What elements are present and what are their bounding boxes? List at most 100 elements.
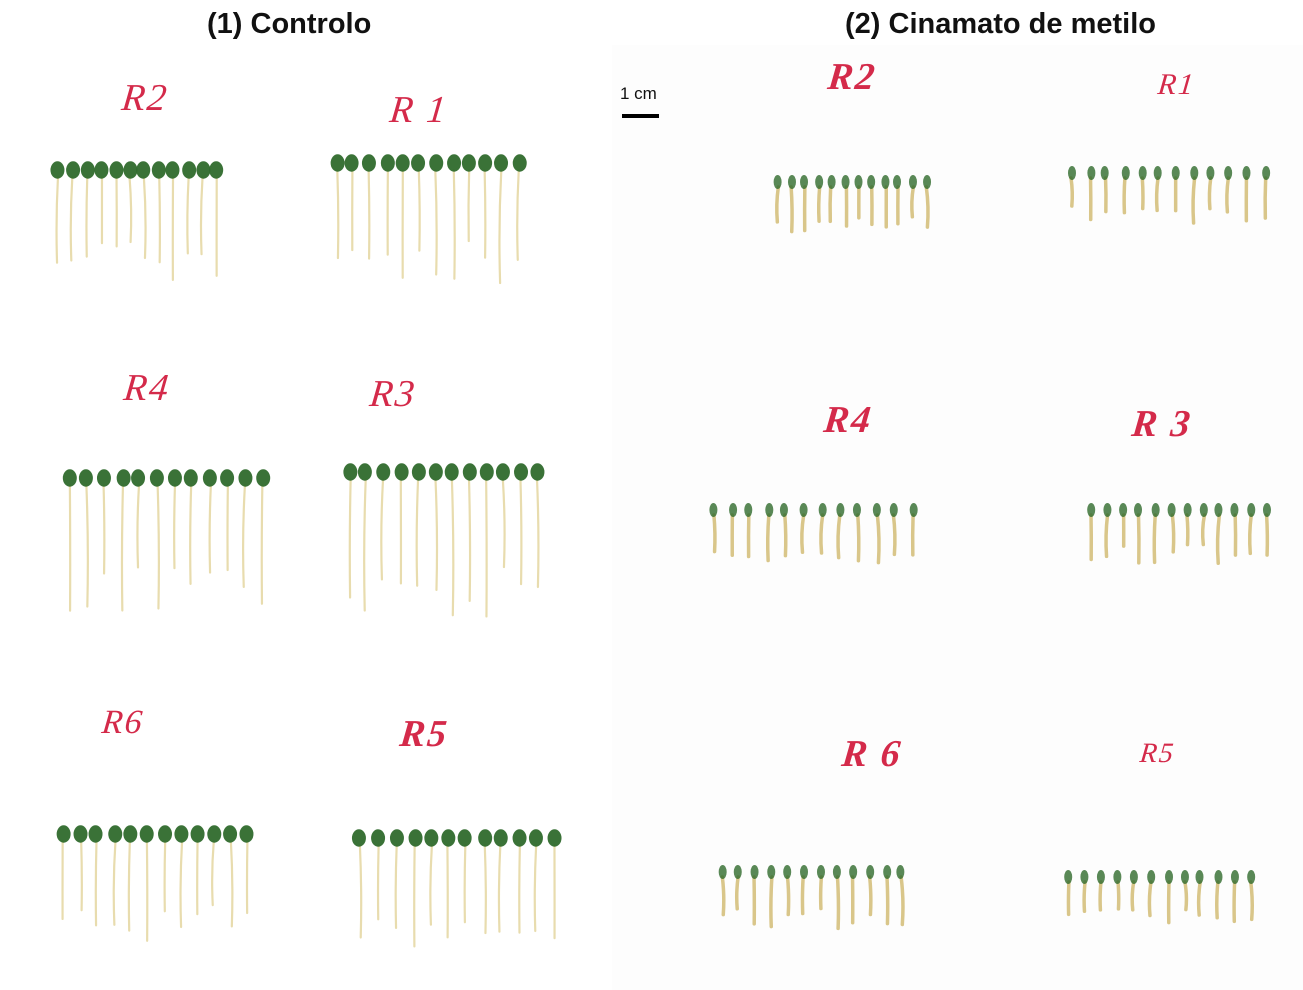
seedling-stem bbox=[128, 175, 133, 244]
seedling-cotyledon bbox=[718, 865, 727, 879]
seedling-cotyledon bbox=[923, 175, 932, 189]
seedling-cotyledon bbox=[238, 469, 253, 487]
seedling-cotyledon bbox=[158, 825, 173, 843]
seedling-stem bbox=[734, 875, 740, 911]
seedling-stem bbox=[55, 175, 60, 264]
seedling-cotyledon bbox=[56, 825, 71, 843]
seedling-group-1-3 bbox=[1087, 503, 1271, 566]
seedling-stem bbox=[818, 875, 824, 911]
seedling-stem bbox=[179, 839, 184, 929]
seedling-group-0-0 bbox=[50, 161, 224, 282]
seedling-stem bbox=[336, 168, 340, 260]
seedling-cotyledon bbox=[1214, 870, 1223, 884]
seedling-stem bbox=[516, 168, 520, 261]
seedling-cotyledon bbox=[108, 825, 123, 843]
seedling-cotyledon bbox=[514, 463, 529, 481]
seedling-cotyledon bbox=[1167, 503, 1176, 517]
seedling-group-1-4 bbox=[718, 865, 905, 931]
seedling-stem bbox=[1140, 176, 1145, 211]
seedling-cotyledon bbox=[854, 175, 863, 189]
seedling-stem bbox=[1130, 880, 1136, 912]
seedling-stem bbox=[483, 843, 487, 935]
seedling-cotyledon bbox=[815, 175, 824, 189]
seedling-stem bbox=[467, 168, 471, 243]
seedling-group-1-2 bbox=[709, 503, 918, 565]
seedling-stem bbox=[136, 483, 141, 569]
seedling-cotyledon bbox=[836, 503, 845, 517]
seedling-stem bbox=[1191, 176, 1197, 225]
seedling-cotyledon bbox=[1103, 503, 1112, 517]
seedling-stem bbox=[1264, 513, 1270, 557]
seedling-cotyledon bbox=[1129, 870, 1138, 884]
seedling-cotyledon bbox=[220, 469, 235, 487]
seedling-cotyledon bbox=[361, 154, 376, 172]
seedling-cotyledon bbox=[223, 825, 238, 843]
seedling-cotyledon bbox=[389, 829, 404, 847]
seedling-cotyledon bbox=[73, 825, 88, 843]
seedling-stem bbox=[348, 477, 352, 599]
seedling-cotyledon bbox=[149, 469, 164, 487]
seedling-stem bbox=[800, 513, 806, 554]
seedling-cotyledon bbox=[380, 154, 395, 172]
seedling-cotyledon bbox=[1096, 870, 1105, 884]
seedling-cotyledon bbox=[408, 829, 423, 847]
seedling-cotyledon bbox=[424, 829, 439, 847]
seedling-stem bbox=[720, 875, 726, 917]
seedling-cotyledon bbox=[750, 865, 759, 879]
seedling-stem bbox=[186, 175, 190, 255]
seedling-cotyledon bbox=[429, 154, 444, 172]
seedling-stem bbox=[1232, 880, 1237, 924]
seedling-cotyledon bbox=[357, 463, 372, 481]
seedling-cotyledon bbox=[849, 865, 858, 879]
seedling-stem bbox=[1263, 176, 1268, 220]
seedling-stem bbox=[80, 839, 83, 912]
seedling-cotyledon bbox=[787, 175, 796, 189]
seedling-cotyledon bbox=[744, 503, 753, 517]
seedling-cotyledon bbox=[883, 865, 892, 879]
seedling-cotyledon bbox=[909, 503, 918, 517]
seedling-stem bbox=[199, 175, 204, 256]
seedling-group-0-2 bbox=[62, 469, 271, 612]
seedling-cotyledon bbox=[512, 829, 527, 847]
seedling-group-0-4 bbox=[56, 825, 254, 942]
seedling-stem bbox=[1116, 880, 1121, 911]
seedling-cotyledon bbox=[896, 865, 905, 879]
seedling-stem bbox=[173, 483, 177, 570]
seedling-cotyledon bbox=[1119, 503, 1128, 517]
seedling-cotyledon bbox=[461, 154, 476, 172]
seedling-cotyledon bbox=[239, 825, 254, 843]
seedling-cotyledon bbox=[1153, 166, 1162, 180]
seedling-cotyledon bbox=[174, 825, 189, 843]
seedling-stem bbox=[211, 839, 215, 907]
seedling-stem bbox=[885, 875, 890, 926]
seedling-stem bbox=[450, 477, 455, 617]
seedling-stem bbox=[142, 175, 147, 260]
seedling-cotyledon bbox=[493, 829, 508, 847]
seedling-cotyledon bbox=[196, 161, 211, 179]
scale-bar-label: 1 cm bbox=[620, 84, 657, 103]
seedling-stem bbox=[434, 477, 439, 592]
seedling-stem bbox=[363, 477, 367, 612]
seedling-stem bbox=[260, 483, 264, 605]
seedling-cotyledon bbox=[867, 175, 876, 189]
seedling-cotyledon bbox=[343, 463, 358, 481]
seedling-cotyledon bbox=[462, 463, 477, 481]
seedling-cotyledon bbox=[371, 829, 386, 847]
seedling-stem bbox=[1104, 513, 1110, 559]
seedling-cotyledon bbox=[256, 469, 271, 487]
seedling-stem bbox=[434, 168, 438, 276]
seedling-cotyledon bbox=[1247, 870, 1256, 884]
seedling-cotyledon bbox=[881, 175, 890, 189]
seedling-cotyledon bbox=[182, 161, 197, 179]
seedling-cotyledon bbox=[351, 829, 366, 847]
seedling-cotyledon bbox=[123, 825, 138, 843]
seedling-stem bbox=[1207, 176, 1213, 211]
seedling-stem bbox=[1185, 513, 1190, 547]
seedling-cotyledon bbox=[1224, 166, 1233, 180]
seedling-cotyledon bbox=[816, 865, 825, 879]
seedling-stem bbox=[241, 483, 247, 589]
seedling-cotyledon bbox=[1064, 870, 1073, 884]
seedling-stem bbox=[498, 168, 503, 285]
seedling-stem bbox=[1147, 880, 1153, 918]
seedling-cotyledon bbox=[893, 175, 902, 189]
